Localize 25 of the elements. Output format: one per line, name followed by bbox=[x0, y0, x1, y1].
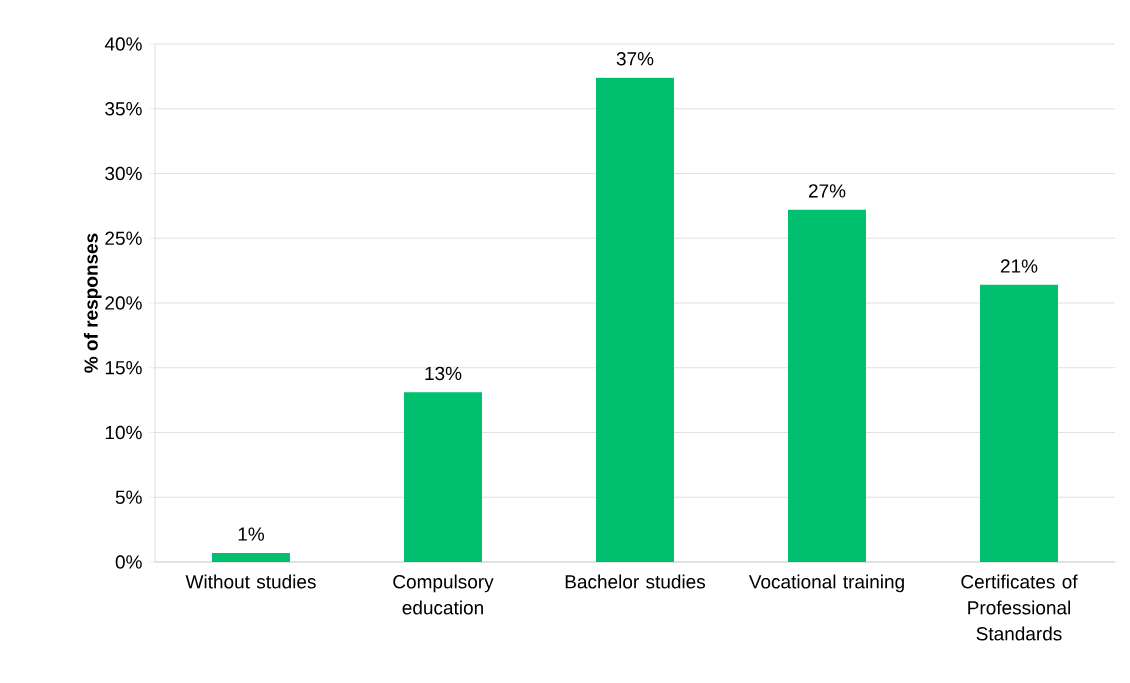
bar bbox=[980, 284, 1059, 562]
y-tick-label: 25% bbox=[105, 231, 142, 245]
x-tick-label: Certificates of Professional Standards bbox=[961, 574, 1078, 641]
x-tick-label: Compulsory education bbox=[393, 574, 494, 615]
y-axis-title: % of responses bbox=[83, 233, 102, 373]
x-tick-label: Without studies bbox=[185, 574, 316, 589]
x-tick-label: Bachelor studies bbox=[565, 574, 706, 589]
y-tick-label: 30% bbox=[105, 166, 142, 181]
y-tick-label: 10% bbox=[105, 425, 142, 440]
data-label: 27% bbox=[808, 184, 846, 198]
data-label: 21% bbox=[1000, 259, 1038, 273]
y-tick-label: 5% bbox=[115, 490, 142, 504]
bar bbox=[404, 392, 482, 562]
y-tick-label: 20% bbox=[105, 296, 142, 310]
x-tick-label: Vocational training bbox=[748, 574, 904, 593]
bar bbox=[788, 209, 867, 562]
data-label: 13% bbox=[425, 366, 462, 381]
y-tick-label: 40% bbox=[104, 37, 142, 51]
y-tick-label: 15% bbox=[105, 361, 142, 375]
bar bbox=[596, 77, 675, 562]
data-label: 37% bbox=[616, 52, 654, 66]
data-label: 1% bbox=[238, 527, 265, 541]
y-tick-label: 0% bbox=[115, 555, 142, 569]
bar bbox=[212, 552, 290, 562]
y-tick-label: 35% bbox=[105, 102, 142, 116]
